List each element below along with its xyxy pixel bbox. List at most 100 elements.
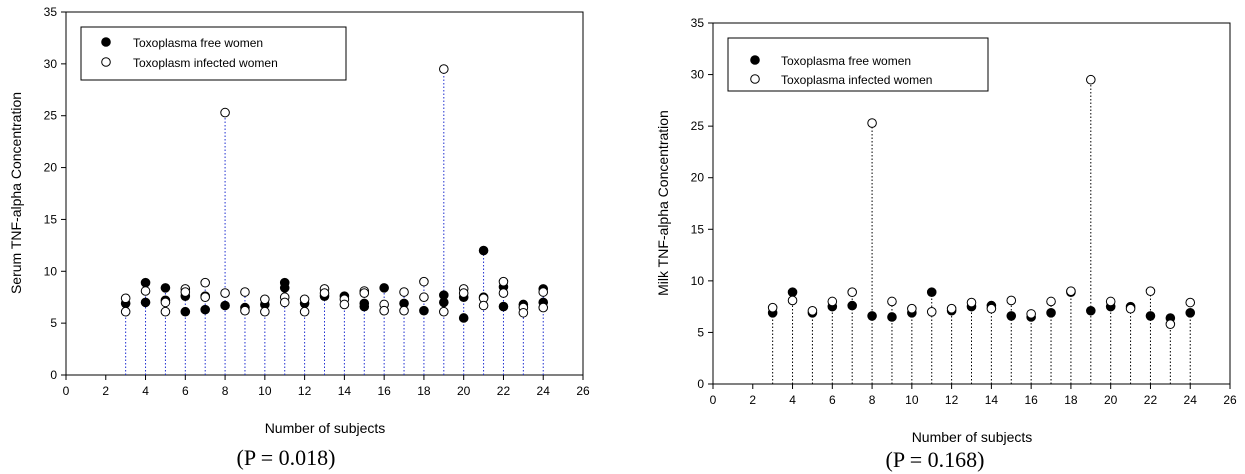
- legend-box: [727, 37, 989, 92]
- point-free: [359, 301, 370, 312]
- y-tick-label: 0: [50, 368, 57, 382]
- point-infected: [240, 287, 250, 297]
- point-infected: [847, 287, 857, 298]
- legend-open-marker: [750, 74, 760, 84]
- legend: Toxoplasma free women Toxoplasm infected…: [80, 26, 347, 81]
- point-infected: [807, 305, 818, 316]
- point-infected: [260, 306, 270, 317]
- x-axis-label: Number of subjects: [265, 420, 386, 436]
- point-free: [1046, 308, 1056, 318]
- x-tick-label: 6: [182, 384, 189, 398]
- point-infected: [1185, 297, 1196, 308]
- x-tick-label: 0: [710, 393, 717, 407]
- point-infected: [439, 64, 449, 74]
- point-free: [458, 313, 469, 323]
- legend-filled-marker: [750, 55, 760, 65]
- point-infected: [518, 307, 529, 318]
- x-tick-label: 4: [142, 384, 149, 398]
- point-infected: [867, 118, 877, 128]
- x-tick-label: 14: [338, 384, 352, 398]
- y-tick-label: 5: [697, 325, 704, 339]
- point-infected: [379, 305, 389, 316]
- point-infected: [887, 296, 897, 307]
- x-tick-label: 26: [576, 384, 590, 398]
- point-free: [887, 312, 897, 322]
- point-infected: [279, 297, 290, 308]
- point-infected: [1046, 296, 1056, 307]
- x-tick-label: 20: [457, 384, 471, 398]
- x-tick-label: 8: [869, 393, 876, 407]
- point-infected: [1125, 303, 1136, 314]
- x-tick-label: 18: [1064, 393, 1078, 407]
- legend-open-marker: [101, 57, 111, 67]
- point-infected: [419, 276, 429, 287]
- point-free: [1086, 305, 1096, 316]
- drop-lines: [772, 79, 1191, 384]
- point-infected: [1066, 286, 1076, 296]
- y-tick-label: 10: [44, 264, 58, 278]
- point-infected: [419, 292, 429, 303]
- point-infected: [1105, 296, 1116, 307]
- x-tick-label: 20: [1104, 393, 1118, 407]
- point-free: [787, 287, 798, 298]
- point-infected: [926, 307, 937, 317]
- point-infected: [966, 297, 977, 308]
- point-infected: [478, 300, 489, 311]
- point-infected: [767, 302, 778, 313]
- point-infected: [439, 306, 449, 317]
- x-tick-label: 6: [829, 393, 836, 407]
- point-infected: [160, 306, 171, 317]
- point-infected: [1145, 286, 1156, 296]
- point-infected: [319, 288, 330, 298]
- y-tick-label: 20: [44, 161, 58, 175]
- point-infected: [986, 303, 997, 314]
- point-free: [926, 287, 937, 298]
- data-points: [767, 74, 1196, 329]
- x-tick-label: 12: [298, 384, 312, 398]
- point-free: [1006, 311, 1017, 321]
- point-infected: [220, 288, 230, 298]
- point-infected: [120, 293, 131, 304]
- x-tick-label: 16: [377, 384, 391, 398]
- x-tick-label: 8: [222, 384, 229, 398]
- point-free: [419, 305, 429, 316]
- point-free: [160, 283, 171, 293]
- point-free: [1185, 308, 1196, 318]
- point-free: [498, 301, 509, 312]
- legend-label-free: Toxoplasma free women: [133, 36, 263, 50]
- drop-lines: [125, 69, 544, 375]
- point-infected: [260, 294, 270, 305]
- point-infected: [787, 295, 798, 306]
- point-free: [1145, 311, 1156, 321]
- point-free: [867, 311, 877, 321]
- point-infected: [160, 297, 171, 308]
- y-tick-label: 10: [691, 274, 705, 288]
- x-tick-label: 24: [1184, 393, 1198, 407]
- point-infected: [399, 287, 409, 297]
- y-tick-label: 15: [691, 222, 705, 236]
- point-infected: [120, 306, 131, 317]
- point-free: [180, 306, 191, 317]
- y-axis-label: Milk TNF-alpha Concentration: [655, 110, 671, 296]
- y-tick-label: 15: [44, 212, 58, 226]
- y-tick-label: 30: [44, 57, 58, 71]
- point-infected: [1165, 319, 1176, 329]
- point-infected: [1006, 295, 1017, 306]
- x-tick-label: 14: [985, 393, 999, 407]
- point-infected: [200, 277, 210, 288]
- point-infected: [299, 294, 310, 305]
- point-infected: [359, 288, 370, 298]
- point-free: [279, 283, 290, 293]
- point-infected: [946, 303, 957, 314]
- y-tick-label: 25: [44, 109, 58, 123]
- x-tick-label: 10: [905, 393, 919, 407]
- point-infected: [200, 292, 210, 303]
- x-tick-label: 4: [789, 393, 796, 407]
- legend-filled-marker: [101, 37, 111, 47]
- y-tick-label: 35: [691, 16, 705, 30]
- x-tick-label: 24: [537, 384, 551, 398]
- point-free: [439, 297, 449, 308]
